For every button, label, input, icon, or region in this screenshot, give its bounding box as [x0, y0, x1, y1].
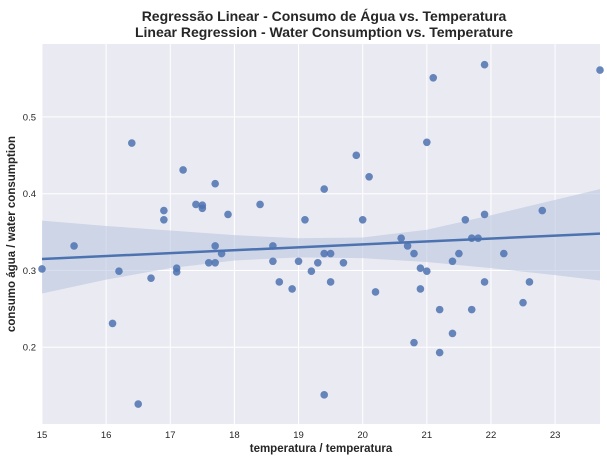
- data-point: [147, 274, 155, 282]
- data-point: [467, 305, 476, 314]
- data-point: [525, 278, 534, 286]
- data-point: [320, 249, 329, 258]
- data-point: [326, 278, 335, 286]
- data-point: [480, 60, 489, 69]
- x-tick-label: 21: [422, 430, 433, 441]
- x-tick-label: 19: [293, 430, 304, 441]
- y-tick-label: 0.2: [23, 343, 36, 354]
- x-tick-label: 16: [101, 430, 112, 441]
- data-point: [211, 242, 219, 250]
- data-point: [339, 258, 348, 267]
- data-point: [160, 215, 168, 224]
- data-point: [320, 185, 329, 193]
- data-point: [499, 249, 508, 258]
- y-tick-label: 0.4: [23, 189, 36, 200]
- data-point: [461, 215, 470, 224]
- y-tick-label: 0.5: [23, 112, 36, 123]
- data-point: [320, 391, 329, 399]
- regression-line: [41, 232, 601, 261]
- data-point: [519, 298, 527, 307]
- data-point: [596, 66, 604, 74]
- data-point: [365, 173, 373, 181]
- data-point: [294, 257, 303, 266]
- data-point: [410, 249, 418, 258]
- data-point: [179, 166, 187, 174]
- data-point: [108, 319, 117, 328]
- x-tick-label: 20: [357, 430, 368, 441]
- data-point: [416, 285, 425, 293]
- data-point: [326, 249, 335, 258]
- x-tick-label: 23: [550, 430, 561, 441]
- data-point: [198, 204, 207, 213]
- data-point: [448, 257, 457, 266]
- data-point: [160, 206, 168, 215]
- x-tick-label: 22: [486, 430, 497, 441]
- data-point: [127, 139, 136, 147]
- data-point: [172, 264, 181, 272]
- data-point: [448, 329, 457, 338]
- data-point: [480, 210, 489, 219]
- data-point: [115, 267, 123, 276]
- data-point: [538, 206, 547, 215]
- confidence-band: [42, 189, 600, 294]
- data-point: [204, 258, 213, 267]
- x-tick-label: 17: [165, 430, 176, 441]
- y-axis-ticks: 0.2 0.3 0.4 0.5: [23, 112, 36, 353]
- x-axis-label: temperatura / temperatura: [250, 443, 393, 455]
- data-point: [275, 278, 284, 286]
- data-point: [423, 138, 431, 147]
- data-point: [410, 338, 418, 347]
- data-point: [70, 242, 78, 250]
- data-point: [211, 258, 219, 267]
- data-point: [134, 400, 143, 408]
- data-point: [358, 215, 367, 224]
- x-tick-label: 18: [229, 430, 240, 441]
- x-axis-ticks: 15 16 17 18 19 20 21 22 23: [37, 430, 561, 441]
- data-point: [224, 210, 232, 219]
- chart-title-line1: Regressão Linear - Consumo de Água vs. T…: [142, 8, 507, 24]
- chart-title-line2: Linear Regression - Water Consumption vs…: [135, 24, 513, 40]
- data-point: [455, 249, 463, 258]
- y-axis-label: consumo água / water consumption: [6, 136, 18, 332]
- data-point: [423, 267, 431, 276]
- data-point: [416, 264, 425, 272]
- x-tick-label: 15: [37, 430, 48, 441]
- data-point: [269, 257, 277, 266]
- data-point: [371, 288, 380, 296]
- data-point: [435, 348, 444, 357]
- data-point: [429, 73, 438, 82]
- data-point: [352, 151, 361, 160]
- data-point: [480, 278, 489, 286]
- y-tick-label: 0.3: [23, 266, 36, 277]
- data-point: [38, 265, 46, 273]
- data-point: [211, 179, 219, 188]
- data-point: [403, 242, 412, 250]
- data-point: [288, 285, 296, 293]
- data-point: [397, 234, 405, 243]
- data-point: [307, 267, 316, 276]
- data-point: [256, 200, 264, 209]
- data-point: [313, 258, 322, 267]
- data-point: [192, 200, 200, 209]
- data-point: [435, 305, 444, 314]
- scatter-points: [38, 60, 604, 408]
- data-point: [301, 215, 309, 224]
